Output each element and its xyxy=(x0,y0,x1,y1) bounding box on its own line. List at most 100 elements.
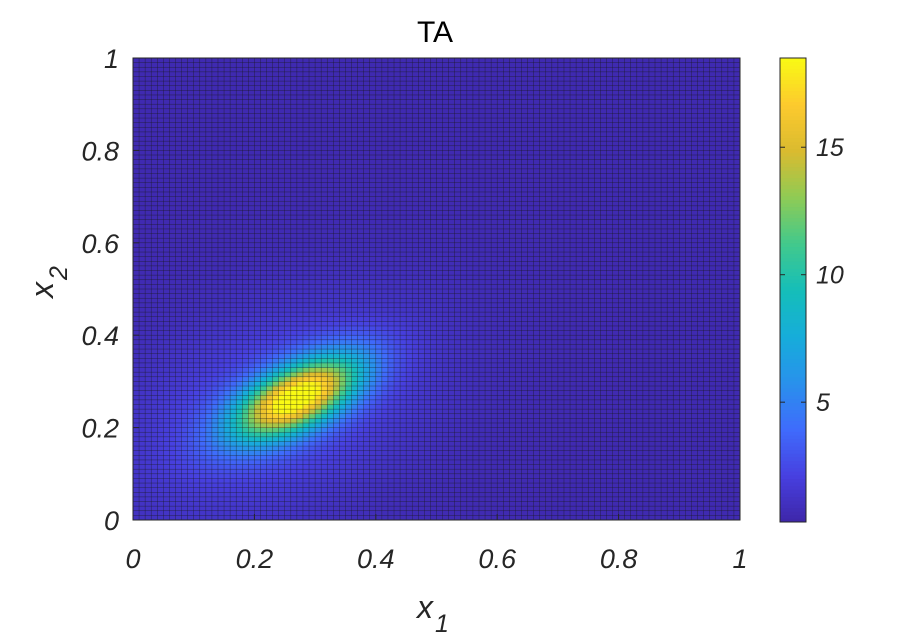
heatmap-cell xyxy=(406,242,413,248)
heatmap-cell xyxy=(302,210,310,216)
heatmap-cell xyxy=(321,81,328,87)
heatmap-cell xyxy=(199,94,207,100)
heatmap-cell xyxy=(248,168,255,174)
heatmap-cell xyxy=(339,104,346,110)
heatmap-cell xyxy=(181,353,189,359)
heatmap-cell xyxy=(260,104,267,110)
heatmap-cell xyxy=(139,381,146,387)
heatmap-cell xyxy=(309,210,316,216)
heatmap-cell xyxy=(187,483,195,489)
heatmap-cell xyxy=(193,104,201,110)
heatmap-cell xyxy=(211,224,219,230)
heatmap-cell xyxy=(302,168,310,174)
heatmap-cell xyxy=(151,275,158,281)
heatmap-cell xyxy=(345,238,352,244)
heatmap-cell xyxy=(418,302,425,308)
heatmap-cell xyxy=(242,99,249,105)
heatmap-cell xyxy=(406,275,413,281)
heatmap-cell xyxy=(151,330,158,336)
heatmap-cell xyxy=(175,487,182,493)
heatmap-cell xyxy=(145,215,152,221)
heatmap-cell xyxy=(236,418,243,424)
heatmap-cell xyxy=(369,219,377,225)
heatmap-cell xyxy=(375,418,383,424)
heatmap-cell xyxy=(400,104,407,110)
heatmap-cell xyxy=(260,335,267,341)
heatmap-cell xyxy=(400,256,407,262)
heatmap-cell xyxy=(272,487,280,493)
heatmap-cell xyxy=(217,141,225,147)
heatmap-cell xyxy=(248,284,255,290)
heatmap-cell xyxy=(205,265,213,271)
heatmap-cell xyxy=(211,191,219,197)
heatmap-cell xyxy=(242,427,249,433)
heatmap-cell xyxy=(381,275,389,281)
heatmap-cell xyxy=(211,372,219,378)
heatmap-cell xyxy=(157,293,164,299)
heatmap-cell xyxy=(327,94,334,100)
heatmap-cell xyxy=(381,228,389,234)
heatmap-cell xyxy=(418,104,425,110)
heatmap-cell xyxy=(406,71,413,77)
heatmap-cell xyxy=(369,418,377,424)
heatmap-cell xyxy=(254,85,261,91)
heatmap-cell xyxy=(375,238,383,244)
heatmap-cell xyxy=(290,168,298,174)
heatmap-cell xyxy=(205,302,213,308)
heatmap-cell xyxy=(175,436,182,442)
heatmap-cell xyxy=(296,293,304,299)
heatmap-cell xyxy=(406,62,413,68)
heatmap-cell xyxy=(145,353,152,359)
heatmap-cell xyxy=(163,395,170,401)
heatmap-cell xyxy=(387,219,395,225)
heatmap-cell xyxy=(145,131,152,137)
heatmap-cell xyxy=(357,335,365,341)
heatmap-cell xyxy=(248,307,255,313)
heatmap-cell xyxy=(175,390,182,396)
heatmap-cell xyxy=(157,441,164,447)
heatmap-cell xyxy=(424,242,431,248)
heatmap-cell xyxy=(145,330,152,336)
heatmap-cell xyxy=(394,104,401,110)
heatmap-cell xyxy=(157,427,164,433)
heatmap-cell xyxy=(406,205,413,211)
heatmap-cell xyxy=(278,506,286,512)
heatmap-cell xyxy=(302,478,310,484)
heatmap-cell xyxy=(278,118,286,124)
heatmap-cell xyxy=(394,122,401,128)
heatmap-cell xyxy=(424,418,431,424)
heatmap-cell xyxy=(272,118,280,124)
heatmap-cell xyxy=(217,118,225,124)
heatmap-cell xyxy=(387,344,395,350)
heatmap-cell xyxy=(224,395,231,401)
heatmap-cell xyxy=(315,399,322,405)
heatmap-cell xyxy=(357,81,365,87)
heatmap-cell xyxy=(430,441,437,447)
heatmap-cell xyxy=(418,376,425,382)
heatmap-cell xyxy=(205,381,213,387)
heatmap-cell xyxy=(351,307,358,313)
heatmap-cell xyxy=(193,399,201,405)
heatmap-cell xyxy=(169,427,176,433)
heatmap-cell xyxy=(175,330,182,336)
heatmap-cell xyxy=(169,219,176,225)
heatmap-cell xyxy=(224,94,231,100)
heatmap-cell xyxy=(278,386,286,392)
heatmap-cell xyxy=(211,298,219,304)
heatmap-cell xyxy=(217,67,225,73)
heatmap-cell xyxy=(157,256,164,262)
heatmap-cell xyxy=(133,261,140,267)
heatmap-cell xyxy=(375,376,383,382)
heatmap-cell xyxy=(169,62,176,68)
heatmap-cell xyxy=(418,413,425,419)
heatmap-cell xyxy=(430,81,437,87)
heatmap-cell xyxy=(302,459,310,465)
heatmap-cell xyxy=(145,483,152,489)
heatmap-cell xyxy=(248,164,255,170)
heatmap-cell xyxy=(400,224,407,230)
heatmap-cell xyxy=(327,302,334,308)
heatmap-cell xyxy=(145,247,152,253)
heatmap-cell xyxy=(424,155,431,161)
heatmap-cell xyxy=(357,390,365,396)
heatmap-cell xyxy=(400,339,407,345)
